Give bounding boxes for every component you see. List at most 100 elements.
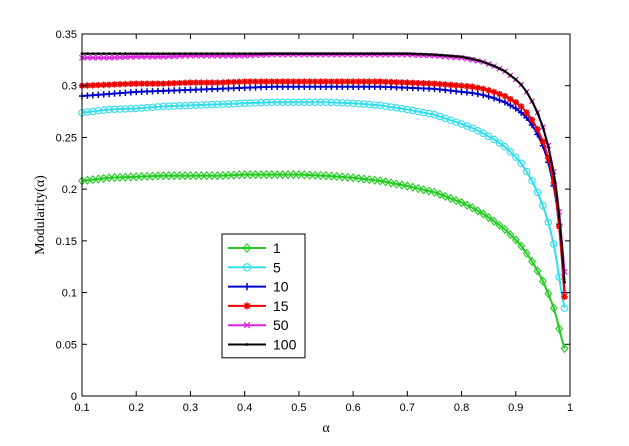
series-1 (78, 170, 569, 354)
series-marker (552, 172, 556, 176)
series-marker (449, 54, 453, 58)
series-marker (549, 303, 558, 313)
y-tick-label: 0.25 (56, 132, 77, 144)
series-marker (294, 170, 303, 180)
series-marker (333, 98, 341, 107)
series-marker (164, 171, 173, 181)
series-marker (539, 138, 547, 145)
series-marker (301, 78, 308, 85)
series-marker (134, 52, 138, 56)
series-marker (105, 81, 113, 88)
series-marker (479, 129, 487, 138)
series-marker (95, 91, 102, 99)
series-marker (414, 183, 423, 194)
series-marker (332, 171, 341, 182)
series-marker (192, 101, 200, 109)
series-marker (474, 90, 482, 98)
series-marker (278, 98, 287, 107)
series-marker (192, 79, 200, 86)
series-marker (194, 52, 198, 56)
x-tick-label: 0.1 (74, 402, 89, 414)
series-marker (116, 172, 124, 183)
series-marker (208, 100, 216, 109)
series-marker (225, 85, 232, 92)
series-marker (522, 167, 531, 176)
series-marker (319, 52, 322, 56)
series-marker (129, 52, 133, 56)
series-marker (357, 52, 360, 56)
series-marker (111, 54, 118, 61)
series-marker (105, 90, 113, 98)
series-marker (400, 52, 404, 56)
series-marker (403, 105, 412, 114)
series-marker (230, 84, 238, 92)
series-marker (165, 80, 172, 87)
legend-entry-50: 50 (228, 317, 289, 333)
series-marker (465, 56, 469, 60)
series-marker (122, 80, 129, 88)
series-marker (546, 145, 550, 149)
series-marker (246, 170, 255, 180)
series-marker (384, 52, 388, 56)
series-marker (316, 170, 325, 181)
series-marker (360, 174, 368, 184)
series-marker (560, 304, 569, 312)
series-marker (270, 52, 274, 56)
x-tick-label: 0.5 (291, 402, 306, 414)
series-marker (240, 99, 249, 108)
series-marker (243, 52, 247, 56)
x-tick-label: 0.7 (400, 402, 415, 414)
series-marker (398, 79, 406, 86)
series-marker (425, 109, 433, 118)
series-marker (471, 57, 474, 61)
series-marker (149, 53, 156, 60)
series-marker (344, 78, 351, 85)
series-marker (273, 170, 282, 180)
series-marker (100, 91, 107, 98)
series-marker (100, 54, 107, 61)
series-marker (517, 241, 526, 251)
series-marker (481, 60, 485, 64)
series-marker (349, 99, 357, 108)
y-tick-label: 0.15 (56, 236, 77, 248)
series-marker (300, 170, 309, 180)
series-marker (284, 170, 292, 180)
series-marker (123, 52, 127, 56)
series-marker (181, 86, 189, 94)
series-marker (127, 104, 135, 113)
series-marker (436, 80, 444, 88)
series-marker (243, 302, 251, 310)
series-marker (534, 125, 541, 133)
series-marker (219, 100, 227, 108)
series-marker (153, 171, 162, 181)
series-marker (154, 80, 162, 87)
legend-entry-1: 1 (228, 240, 281, 256)
series-marker (95, 81, 102, 89)
series-marker (89, 82, 97, 89)
series-marker (460, 55, 463, 59)
series-marker (512, 153, 520, 161)
series-marker (447, 87, 454, 94)
series-marker (208, 171, 217, 181)
series-marker (442, 81, 449, 88)
series-marker (300, 98, 309, 107)
legend-label: 100 (273, 337, 297, 353)
series-marker (333, 78, 341, 85)
series-marker (290, 78, 297, 85)
series-marker (322, 98, 330, 107)
series-marker (118, 52, 122, 56)
series-marker (495, 139, 504, 147)
series-marker (507, 102, 514, 109)
series-marker (376, 176, 385, 186)
series-marker (435, 189, 444, 199)
series-marker (452, 82, 460, 89)
series-marker (186, 101, 195, 110)
series-marker (523, 109, 530, 116)
series-marker (181, 171, 189, 181)
series-marker (365, 100, 374, 109)
series-marker (313, 52, 317, 56)
series-marker (533, 188, 542, 196)
series-marker (89, 92, 97, 99)
series-marker (89, 107, 97, 116)
